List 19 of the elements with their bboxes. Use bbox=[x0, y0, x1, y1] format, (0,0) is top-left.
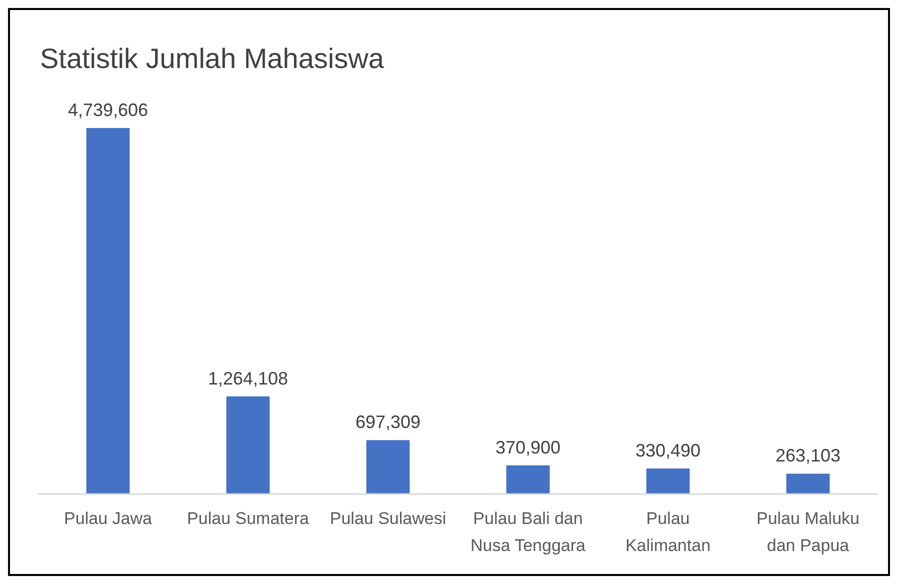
x-tick-label: Pulau Maluku dan Papua bbox=[756, 509, 860, 555]
data-label: 370,900 bbox=[495, 437, 561, 458]
bar bbox=[226, 396, 270, 494]
bar bbox=[366, 440, 410, 494]
chart-title: Statistik Jumlah Mahasiswa bbox=[40, 43, 384, 74]
x-tick-label: Pulau Sulawesi bbox=[330, 509, 446, 528]
x-tick-label: Pulau Sumatera bbox=[187, 509, 310, 528]
bar bbox=[506, 465, 550, 494]
data-label: 4,739,606 bbox=[68, 100, 148, 120]
x-tick-label: Pulau Jawa bbox=[64, 509, 152, 528]
data-label: 330,490 bbox=[635, 440, 701, 460]
bar bbox=[786, 474, 830, 494]
data-label: 697,309 bbox=[355, 412, 421, 432]
x-tick-label: Pulau Kalimantan bbox=[625, 509, 711, 555]
x-tick-label: Pulau Bali dan Nusa Tenggara bbox=[470, 509, 586, 555]
data-label: 263,103 bbox=[775, 446, 841, 466]
bar bbox=[646, 468, 690, 494]
data-label: 1,264,108 bbox=[208, 368, 288, 388]
bar bbox=[86, 128, 130, 494]
